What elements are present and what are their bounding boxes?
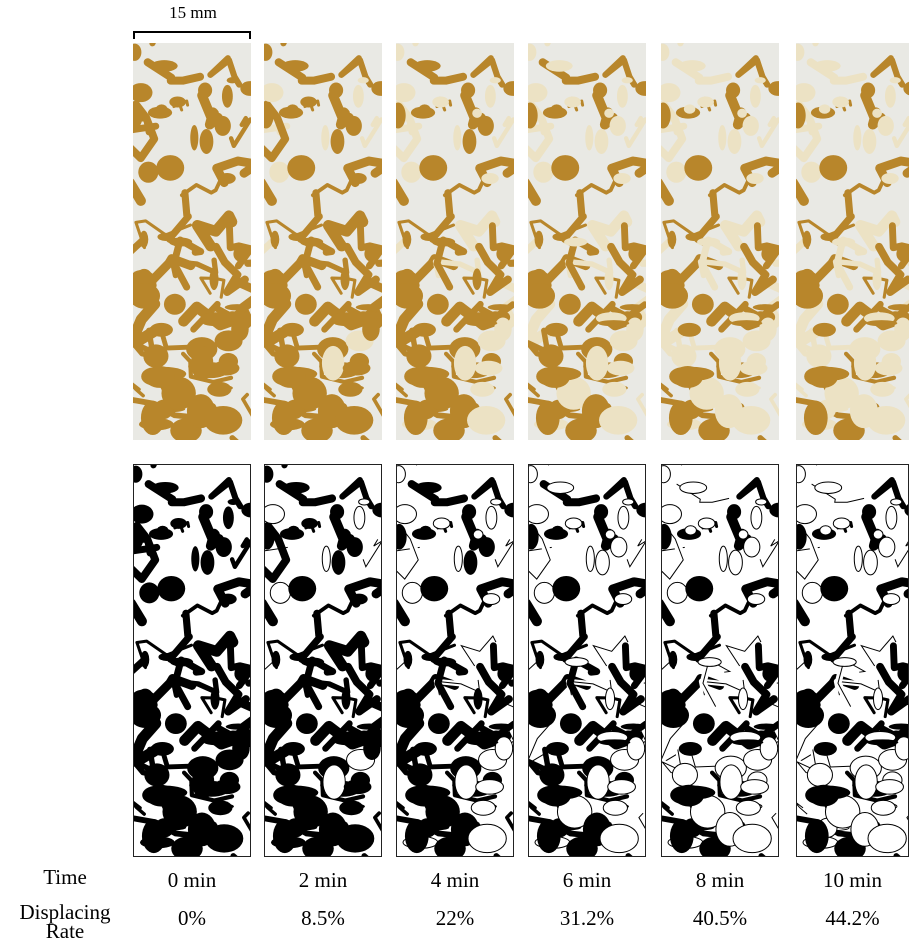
displacing-rate-value: 40.5%	[692, 906, 748, 930]
time-value: 8 min	[695, 868, 745, 892]
binary-micromodel-image	[264, 464, 382, 857]
time-value: 0 min	[167, 868, 217, 892]
color-micromodel-image	[396, 43, 514, 440]
binary-micromodel-image	[133, 464, 251, 857]
binary-micromodel-image	[661, 464, 779, 857]
time-value: 2 min	[298, 868, 348, 892]
time-value: 10 min	[823, 868, 882, 892]
scale-bar-label: 15 mm	[169, 3, 217, 22]
binary-micromodel-image	[796, 464, 909, 857]
scale-bar	[133, 31, 251, 39]
color-micromodel-image	[264, 43, 382, 440]
displacing-rate-value: 0%	[178, 906, 206, 930]
displacing-rate-label-line2: Rate	[45, 919, 85, 943]
time-value: 6 min	[562, 868, 612, 892]
color-micromodel-image	[661, 43, 779, 440]
time-row-label: Time	[43, 865, 87, 889]
color-micromodel-image	[796, 43, 909, 440]
displacing-rate-label-line1: Displacing	[19, 900, 111, 924]
binary-micromodel-image	[528, 464, 646, 857]
time-value: 4 min	[430, 868, 480, 892]
color-micromodel-image	[528, 43, 646, 440]
displacing-rate-value: 44.2%	[825, 906, 880, 930]
displacing-rate-value: 8.5%	[301, 906, 345, 930]
binary-micromodel-image	[396, 464, 514, 857]
color-micromodel-image	[133, 43, 251, 440]
displacing-rate-value: 31.2%	[559, 906, 615, 930]
displacing-rate-value: 22%	[435, 906, 475, 930]
